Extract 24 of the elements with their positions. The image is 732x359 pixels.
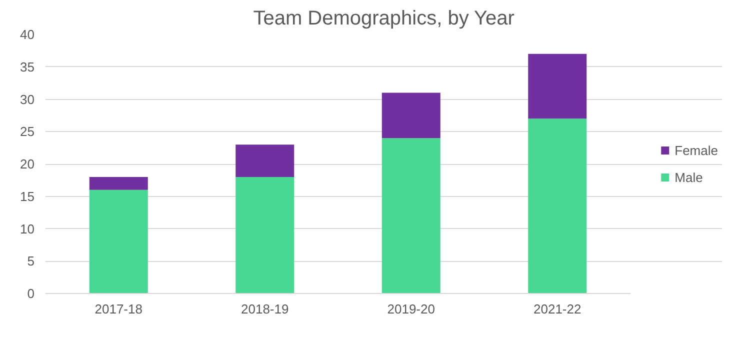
legend-label: Male xyxy=(674,170,703,184)
x-tick-label: 2017-18 xyxy=(94,302,142,316)
bar xyxy=(89,190,148,294)
y-tick-label: 35 xyxy=(20,59,35,74)
bar xyxy=(382,138,440,294)
y-tick-label: 15 xyxy=(20,188,35,204)
y-tick-label: 25 xyxy=(20,124,35,140)
bar xyxy=(236,144,294,177)
bar xyxy=(236,176,294,294)
y-tick-label: 0 xyxy=(27,286,35,301)
bar xyxy=(528,118,587,294)
bar xyxy=(382,92,440,138)
x-tick-label: 2018-19 xyxy=(241,302,289,316)
bar xyxy=(89,176,148,190)
y-tick-label: 10 xyxy=(20,221,35,236)
chart-title: Team Demographics, by Year xyxy=(253,8,515,30)
bar xyxy=(528,54,587,119)
y-tick-label: 30 xyxy=(20,92,35,107)
y-tick-label: 20 xyxy=(20,156,35,172)
y-tick-label: 5 xyxy=(27,254,35,269)
x-tick-label: 2019-20 xyxy=(387,302,435,316)
legend-label: Female xyxy=(674,142,718,158)
y-tick-label: 40 xyxy=(20,27,35,42)
x-tick-label: 2021-22 xyxy=(534,302,582,316)
